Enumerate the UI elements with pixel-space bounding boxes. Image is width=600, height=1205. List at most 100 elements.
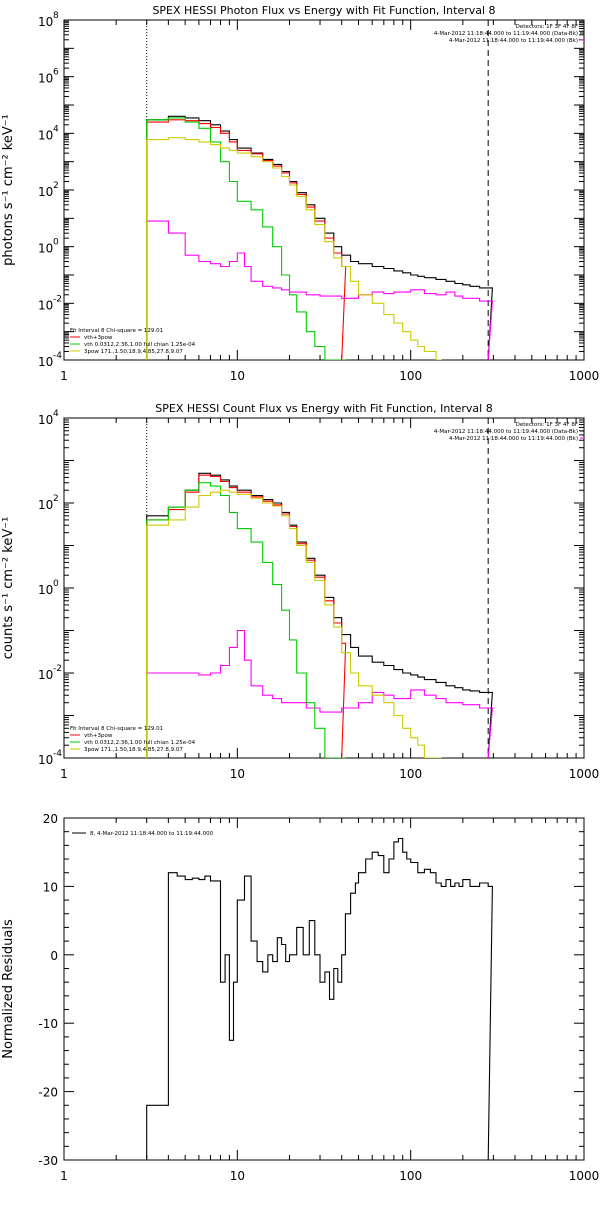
data-series (146, 472, 493, 758)
y-tick-exponent: -2 (53, 664, 62, 674)
chart-title: SPEX HESSI Photon Flux vs Energy with Fi… (152, 4, 495, 17)
y-tick-label: 10 -4 (38, 351, 62, 369)
y-tick-base: 10 (38, 128, 53, 142)
chart-panel-2: SPEX HESSI Count Flux vs Energy with Fit… (1, 402, 599, 781)
fit-legend-entry: 3pow 171.,1.50,18.9,4.85,27.8,9.07 (84, 349, 183, 355)
fit-legend-entry: vth+3pow (84, 733, 113, 739)
y-tick-label: 10 0 (38, 238, 59, 256)
header-line: 4-Mar-2012 11:18:44.000 to 11:19:44.000 … (449, 436, 578, 442)
y-tick-base: 10 (38, 242, 53, 256)
y-tick-label: 10 0 (38, 579, 59, 597)
y-tick-base: 10 (38, 298, 53, 312)
chart-title: SPEX HESSI Count Flux vs Energy with Fit… (155, 402, 492, 415)
x-tick-label: 1000 (569, 767, 600, 781)
fit-legend-entry: 3pow 171.,1.50,18.9,4.85,27.8,9.07 (84, 747, 183, 753)
header-line: 4-Mar-2012 11:18:44.000 to 11:19:44.000 … (449, 38, 578, 44)
series-line-5 (146, 489, 442, 758)
y-tick-base: 10 (38, 753, 53, 767)
y-tick-exponent: 8 (53, 11, 59, 21)
x-tick-label: 10 (230, 767, 245, 781)
fit-info-title: Fit Interval 8 Chi-square = 129.01 (70, 726, 163, 732)
y-tick-exponent: 4 (53, 124, 59, 134)
y-tick-label: 10 4 (38, 124, 59, 142)
x-axis: 1 10 100 1000 (60, 418, 599, 781)
x-tick-label: 10 (230, 1169, 245, 1183)
series-line-3 (146, 220, 493, 360)
series-line-3 (146, 629, 493, 758)
y-tick-exponent: 2 (53, 181, 59, 191)
x-tick-label: 1 (60, 767, 68, 781)
x-tick-label: 100 (399, 369, 422, 383)
chart-panel-1: SPEX HESSI Photon Flux vs Energy with Fi… (1, 4, 599, 383)
y-tick-label: 10 4 (38, 409, 59, 427)
y-tick-label: 10 8 (38, 11, 59, 29)
y-tick-exponent: 2 (53, 494, 59, 504)
header-line: 4-Mar-2012 11:18:44.000 to 11:19:44.000 … (434, 429, 578, 435)
y-tick-exponent: -4 (53, 351, 62, 361)
header-line: 4-Mar-2012 11:18:44.000 to 11:19:44.000 … (434, 31, 578, 37)
plot-frame (63, 417, 585, 759)
series-line-1 (146, 837, 493, 1160)
series-line-4 (146, 117, 346, 360)
x-tick-label: 1000 (569, 369, 600, 383)
series-line-5 (146, 137, 442, 360)
series-line-4 (146, 482, 346, 758)
y-axis-label: photons s⁻¹ cm⁻² keV⁻¹ (1, 114, 16, 266)
x-axis: 1 10 100 1000 (60, 818, 599, 1183)
y-tick-label: -20 (38, 1086, 58, 1100)
y-tick-exponent: -4 (53, 749, 62, 759)
y-tick-exponent: 0 (53, 238, 59, 248)
series-line-1 (146, 115, 493, 360)
y-tick-base: 10 (38, 498, 53, 512)
series-line-2 (146, 474, 347, 758)
x-tick-label: 1 (60, 369, 68, 383)
y-tick-base: 10 (38, 668, 53, 682)
x-tick-label: 1 (60, 1169, 68, 1183)
y-tick-label: 0 (50, 949, 58, 963)
y-tick-base: 10 (38, 413, 53, 427)
fit-info-title: Fit Interval 8 Chi-square = 129.01 (70, 328, 163, 334)
y-tick-label: -30 (38, 1154, 58, 1168)
y-axis: 20 10 0 -10 -20 -30 (38, 812, 584, 1168)
y-tick-exponent: 4 (53, 409, 59, 419)
header-line: Detectors: 1F 3F 4F 8F (516, 422, 578, 428)
series-line-1 (146, 472, 493, 758)
x-tick-label: 100 (399, 767, 422, 781)
data-series (146, 115, 493, 360)
y-tick-label: 10 2 (38, 181, 59, 199)
y-tick-base: 10 (38, 185, 53, 199)
y-tick-base: 10 (38, 72, 53, 86)
series-line-2 (146, 119, 347, 360)
y-tick-base: 10 (38, 15, 53, 29)
y-tick-exponent: 6 (53, 68, 59, 78)
y-axis-label: counts s⁻¹ cm⁻² keV⁻¹ (1, 517, 16, 660)
y-tick-label: 10 -4 (38, 749, 62, 767)
residual-legend-entry: 8, 4-Mar-2012 11:18:44.000 to 11:19:44.0… (90, 831, 214, 837)
fit-legend-entry: vth 0.0312,2.36,1.00 full chian 1.25e-04 (84, 740, 196, 746)
data-series (146, 837, 493, 1160)
x-tick-label: 1000 (569, 1169, 600, 1183)
y-tick-base: 10 (38, 583, 53, 597)
y-tick-label: 10 (43, 880, 58, 894)
y-tick-exponent: -2 (53, 294, 62, 304)
y-tick-label: 20 (43, 812, 58, 826)
x-tick-label: 10 (230, 369, 245, 383)
fit-legend-entry: vth 0.0312,2.36,1.00 full chian 1.25e-04 (84, 342, 196, 348)
y-tick-exponent: 0 (53, 579, 59, 589)
fit-legend-entry: vth+3pow (84, 335, 113, 341)
y-axis-label: Normalized Residuals (1, 919, 16, 1059)
y-tick-label: 10 -2 (38, 664, 62, 682)
plot-frame (63, 19, 585, 361)
y-tick-label: 10 2 (38, 494, 59, 512)
header-line: Detectors: 1F 3F 4F 8F (516, 24, 578, 30)
y-tick-label: 10 6 (38, 68, 59, 86)
y-tick-base: 10 (38, 355, 53, 369)
x-tick-label: 100 (399, 1169, 422, 1183)
plot-frame (63, 817, 585, 1161)
y-tick-label: 10 -2 (38, 294, 62, 312)
